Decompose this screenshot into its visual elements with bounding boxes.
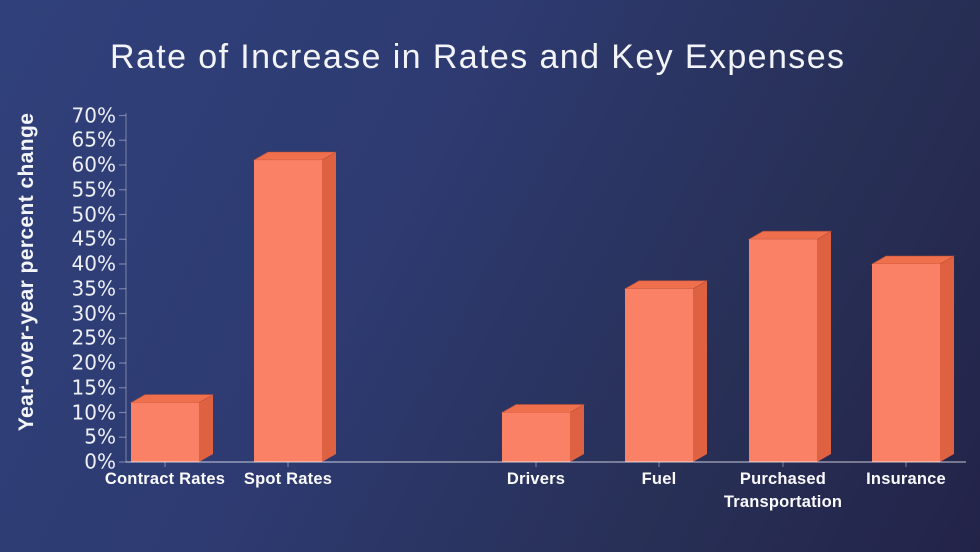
y-tick-label-15: 15% bbox=[71, 375, 116, 400]
bar-top-face bbox=[500, 404, 586, 413]
bar-purchased-transportation bbox=[747, 230, 833, 462]
bar-front-face bbox=[872, 264, 940, 462]
y-tick-label-20: 20% bbox=[71, 350, 116, 375]
y-tick-label-65: 65% bbox=[71, 127, 116, 152]
bar-top-face bbox=[129, 394, 215, 404]
bar-side-face bbox=[817, 231, 831, 462]
x-label-contract-rates: Contract Rates bbox=[104, 470, 226, 488]
bar-top-face bbox=[623, 280, 709, 290]
bar-side-face bbox=[199, 394, 213, 462]
y-tick-label-50: 50% bbox=[71, 201, 116, 226]
y-tick-label-60: 60% bbox=[71, 152, 116, 177]
y-tick-label-40: 40% bbox=[71, 251, 116, 276]
y-tick-label-35: 35% bbox=[71, 276, 116, 301]
x-label-spot-rates: Spot Rates bbox=[243, 470, 333, 488]
bar-top-face bbox=[870, 255, 956, 265]
x-label-purchased-transportation: Purchased Transportation bbox=[723, 470, 843, 512]
y-tick-label-5: 5% bbox=[84, 424, 116, 449]
chart-title: Rate of Increase in Rates and Key Expens… bbox=[110, 38, 846, 76]
y-tick-label-55: 55% bbox=[71, 177, 116, 202]
bar-side-face bbox=[322, 152, 336, 463]
bar-insurance bbox=[870, 255, 956, 462]
bar-front-face bbox=[131, 402, 199, 462]
bar-front-face bbox=[749, 239, 817, 462]
y-tick-label-10: 10% bbox=[71, 399, 116, 424]
x-label-drivers: Drivers bbox=[506, 470, 566, 488]
y-tick-label-70: 70% bbox=[71, 102, 116, 127]
bar-side-face bbox=[693, 280, 707, 462]
bar-front-face bbox=[502, 412, 570, 462]
bar-top-face bbox=[747, 230, 833, 240]
bar-drivers bbox=[500, 404, 586, 462]
bar-side-face bbox=[940, 256, 954, 462]
y-tick-label-25: 25% bbox=[71, 325, 116, 350]
bar-front-face bbox=[254, 160, 322, 463]
bar-side-face bbox=[570, 404, 584, 462]
y-tick-label-45: 45% bbox=[71, 226, 116, 251]
bar-contract-rates bbox=[129, 394, 215, 462]
y-tick-label-30: 30% bbox=[71, 300, 116, 325]
bar-front-face bbox=[625, 288, 693, 462]
x-label-insurance: Insurance bbox=[866, 470, 946, 488]
bar-spot-rates bbox=[252, 151, 338, 463]
x-label-fuel: Fuel bbox=[641, 470, 677, 488]
bar-fuel bbox=[623, 280, 709, 462]
y-tick-label-0: 0% bbox=[84, 449, 116, 474]
bar-top-face bbox=[252, 151, 338, 161]
